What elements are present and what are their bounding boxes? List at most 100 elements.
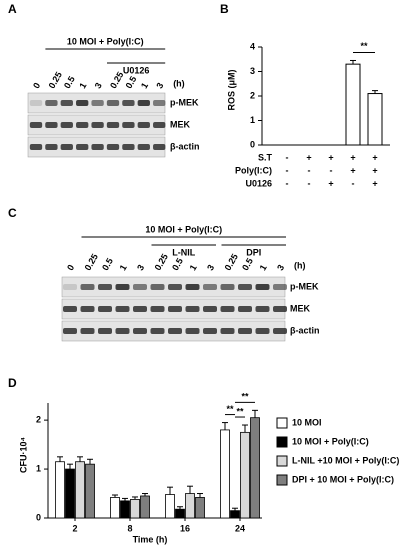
x-axis-label: Time (h) bbox=[133, 534, 168, 544]
blot-band bbox=[80, 328, 95, 334]
condition-mark: + bbox=[306, 152, 311, 162]
bar bbox=[165, 494, 175, 519]
lane-label: 0 bbox=[65, 263, 76, 272]
legend-label: DPI + 10 MOI + Poly(I:C) bbox=[292, 474, 394, 484]
lane-label: 3 bbox=[275, 263, 286, 272]
blot-band bbox=[106, 122, 120, 128]
condition-mark: - bbox=[352, 178, 355, 188]
blot-band bbox=[137, 144, 150, 150]
bar bbox=[140, 495, 150, 519]
row-label: p-MEK bbox=[170, 97, 199, 107]
unit-label: (h) bbox=[294, 260, 306, 270]
blot-band bbox=[80, 306, 95, 312]
bar bbox=[230, 510, 240, 519]
condition-mark: + bbox=[328, 178, 333, 188]
blot-band bbox=[150, 284, 165, 290]
legend-label: 10 MOI + Poly(I:C) bbox=[292, 436, 369, 446]
group-label: L-NIL bbox=[172, 247, 195, 257]
condition-label: S.T bbox=[258, 152, 273, 162]
lane-label: 1 bbox=[77, 81, 88, 90]
panel-label: B bbox=[220, 2, 229, 16]
legend-swatch bbox=[276, 474, 288, 486]
blot-band bbox=[153, 144, 166, 150]
blot-band bbox=[76, 144, 89, 150]
condition-mark: + bbox=[328, 152, 333, 162]
lane-label: 0.25 bbox=[47, 70, 64, 90]
blot-band bbox=[150, 328, 165, 334]
blot-band bbox=[133, 306, 147, 312]
y-tick-label: 0 bbox=[250, 139, 255, 149]
y-tick-label: 1 bbox=[250, 115, 255, 125]
condition-mark: - bbox=[286, 178, 289, 188]
panel-label: A bbox=[8, 2, 17, 16]
blot-band bbox=[203, 306, 217, 312]
panel-label: D bbox=[8, 376, 17, 390]
group-label: U0126 bbox=[123, 65, 150, 75]
blot-band bbox=[60, 144, 73, 150]
blot-band bbox=[238, 306, 252, 312]
blot-band bbox=[115, 306, 130, 312]
group-label: DPI bbox=[246, 247, 261, 257]
y-tick-label: 4 bbox=[250, 41, 255, 51]
y-tick-label: 2 bbox=[250, 90, 255, 100]
condition-mark: - bbox=[308, 165, 311, 175]
bar bbox=[75, 461, 85, 519]
row-label: MEK bbox=[170, 119, 191, 129]
blot-band bbox=[60, 100, 73, 106]
condition-mark: + bbox=[372, 152, 377, 162]
unit-label: (h) bbox=[173, 78, 185, 88]
blot-band bbox=[91, 144, 104, 150]
condition-mark: + bbox=[350, 165, 355, 175]
x-tick-label: 8 bbox=[127, 523, 132, 533]
blot-band bbox=[273, 328, 287, 334]
lane-label: 1 bbox=[188, 263, 199, 272]
y-tick-label: 2 bbox=[36, 415, 41, 425]
blot-band bbox=[255, 284, 270, 290]
blot-band bbox=[168, 284, 182, 290]
significance: ** bbox=[226, 404, 234, 414]
lane-label: 0 bbox=[31, 81, 42, 90]
condition-mark: - bbox=[308, 178, 311, 188]
row-label: MEK bbox=[290, 303, 311, 313]
blot-band bbox=[106, 144, 120, 150]
blot-band bbox=[153, 122, 166, 128]
blot-band bbox=[220, 306, 235, 312]
significance: ** bbox=[236, 406, 244, 416]
legend-swatch bbox=[276, 417, 288, 429]
lane-label: 1 bbox=[258, 263, 269, 272]
significance: ** bbox=[241, 392, 249, 402]
bar bbox=[367, 93, 383, 146]
x-tick-label: 24 bbox=[235, 523, 245, 533]
condition-mark: - bbox=[286, 152, 289, 162]
blot-band bbox=[91, 122, 104, 128]
blot-band bbox=[122, 100, 135, 106]
legend-swatch bbox=[276, 455, 288, 467]
lane-label: 0.5 bbox=[240, 256, 255, 272]
bar bbox=[185, 493, 195, 519]
lane-label: 0.5 bbox=[100, 256, 115, 272]
condition-label: U0126 bbox=[245, 178, 272, 188]
bar bbox=[85, 463, 95, 519]
row-label: β-actin bbox=[170, 141, 200, 151]
bar bbox=[130, 499, 140, 519]
blot-band bbox=[63, 306, 77, 312]
blot-band bbox=[168, 328, 182, 334]
bar bbox=[195, 497, 205, 519]
blot-band bbox=[45, 144, 58, 150]
bar bbox=[240, 431, 250, 519]
lane-label: 1 bbox=[118, 263, 129, 272]
blot-band bbox=[168, 306, 182, 312]
row-label: β-actin bbox=[290, 325, 320, 335]
x-tick-label: 2 bbox=[72, 523, 77, 533]
blot-band bbox=[29, 144, 43, 150]
y-axis-label: CFU·10⁴ bbox=[18, 437, 28, 473]
bar bbox=[175, 508, 185, 519]
blot-band bbox=[185, 328, 200, 334]
condition-mark: + bbox=[350, 152, 355, 162]
blot-band bbox=[220, 328, 235, 334]
bar bbox=[65, 468, 75, 519]
lane-label: 0.5 bbox=[62, 74, 77, 90]
bar bbox=[110, 497, 120, 519]
y-tick-label: 1 bbox=[36, 463, 41, 473]
